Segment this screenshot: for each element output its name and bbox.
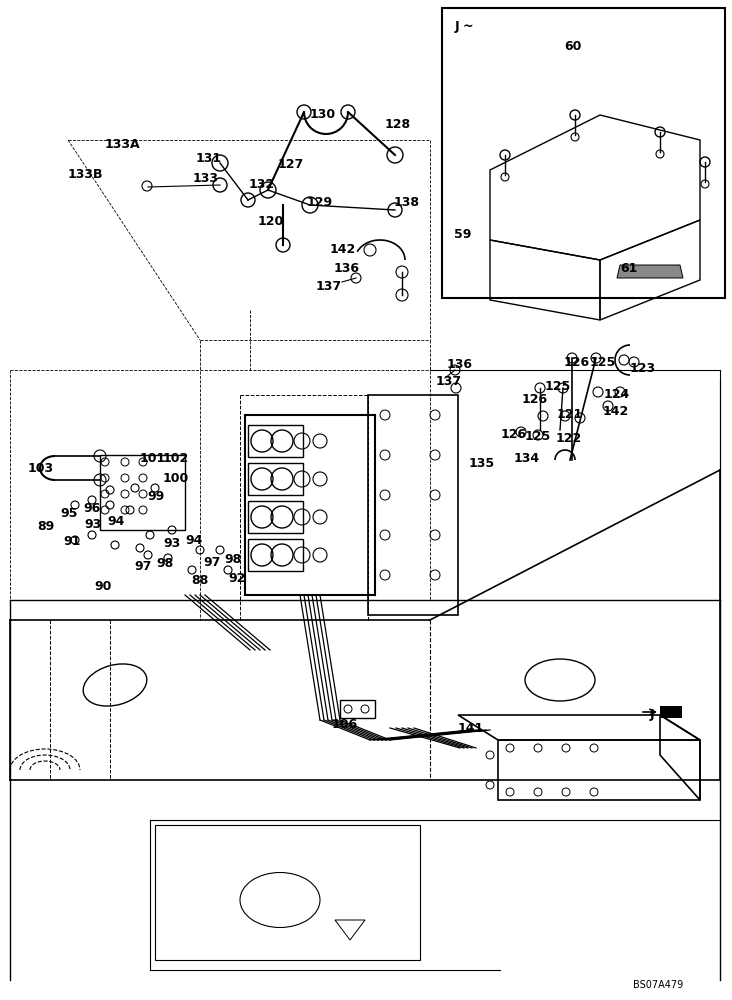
Text: 127: 127 [278,158,305,171]
Text: 103: 103 [28,462,54,475]
Text: 90: 90 [94,580,111,593]
Text: 137: 137 [436,375,462,388]
Text: 60: 60 [564,40,581,53]
Text: 93: 93 [84,518,101,531]
Polygon shape [617,265,683,278]
Bar [248,501,303,533]
Text: 89: 89 [37,520,54,533]
Text: 142: 142 [603,405,630,418]
Bar [248,539,303,571]
Text: 97: 97 [203,556,220,569]
Bar [245,415,375,595]
Text: 128: 128 [385,118,411,131]
Text: 125: 125 [545,380,571,393]
Text: 135: 135 [469,457,495,470]
Text: 94: 94 [107,515,124,528]
Text: 100: 100 [163,472,190,485]
Text: 88: 88 [191,574,208,587]
Text: 133B: 133B [68,168,103,181]
Text: 96: 96 [83,502,100,515]
Text: 142: 142 [330,243,356,256]
Text: 120: 120 [258,215,284,228]
Text: 125: 125 [590,356,616,369]
Text: 124: 124 [604,388,630,401]
Text: 129: 129 [307,196,333,209]
Text: 141: 141 [458,722,485,735]
Text: 99: 99 [147,490,164,503]
Text: J ~: J ~ [455,20,474,33]
Text: 91: 91 [63,535,81,548]
Text: 137: 137 [316,280,342,293]
Text: 132: 132 [249,178,275,191]
Text: 59: 59 [454,228,471,241]
Text: 98: 98 [156,557,173,570]
Text: 126: 126 [522,393,548,406]
Text: 133A: 133A [105,138,141,151]
Text: 133: 133 [193,172,219,185]
Text: J: J [650,708,654,721]
Bar [248,463,303,495]
Text: 95: 95 [60,507,78,520]
Text: 94: 94 [185,534,202,547]
Text: 125: 125 [525,430,551,443]
Text: 102: 102 [163,452,190,465]
Text: 101: 101 [140,452,166,465]
Text: 61: 61 [620,262,638,275]
Text: 97: 97 [134,560,152,573]
Text: BS07A479: BS07A479 [633,980,683,990]
Text: 121: 121 [557,408,583,421]
Text: 136: 136 [447,358,473,371]
Text: 138: 138 [394,196,420,209]
Text: 131: 131 [196,152,222,165]
Bar [248,425,303,457]
Text: 123: 123 [630,362,656,375]
Text: 92: 92 [228,572,245,585]
Text: 130: 130 [310,108,336,121]
Bar [368,395,458,615]
Text: 136: 136 [334,262,360,275]
Bar [340,700,375,718]
Text: 122: 122 [556,432,582,445]
Text: 126: 126 [501,428,527,441]
Text: 134: 134 [514,452,540,465]
Text: 126: 126 [564,356,590,369]
Text: 106: 106 [332,718,358,731]
Bar [442,8,725,298]
Text: 98: 98 [224,553,242,566]
Bar [100,455,185,530]
Bar [660,706,682,718]
Text: 93: 93 [163,537,180,550]
